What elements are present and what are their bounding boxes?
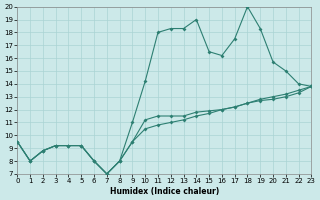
X-axis label: Humidex (Indice chaleur): Humidex (Indice chaleur)	[110, 187, 219, 196]
